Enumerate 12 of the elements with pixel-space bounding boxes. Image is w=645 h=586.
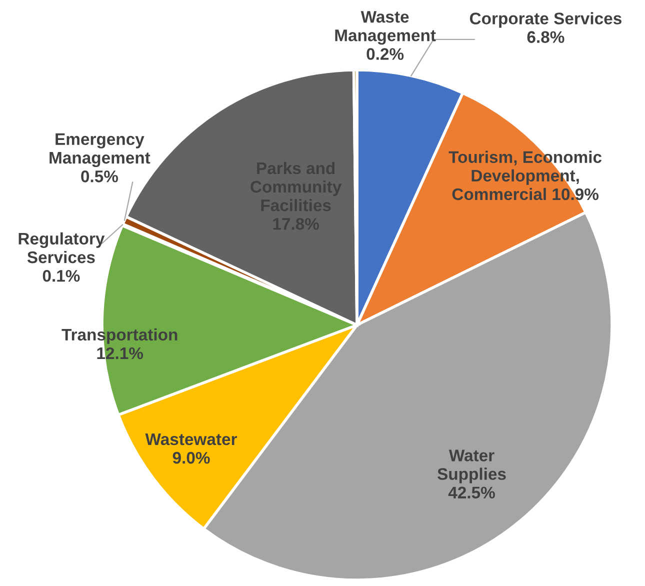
data-label: 42.5% [448, 486, 495, 498]
data-label: 6.8% [527, 31, 564, 43]
slice-label: Corporate Services [470, 12, 622, 28]
slice-label: Wastewater [145, 434, 237, 446]
slice-label: Waste Management [335, 11, 436, 45]
slice-label: Water Supplies [438, 450, 506, 484]
data-label: 0.2% [366, 48, 404, 60]
data-label: 9.0% [172, 452, 210, 464]
data-label: 0.5% [81, 170, 118, 182]
slice-label: Emergency Management [50, 133, 150, 168]
data-label: 0.1% [42, 270, 80, 282]
slice-label: Regulatory Services [18, 232, 105, 264]
